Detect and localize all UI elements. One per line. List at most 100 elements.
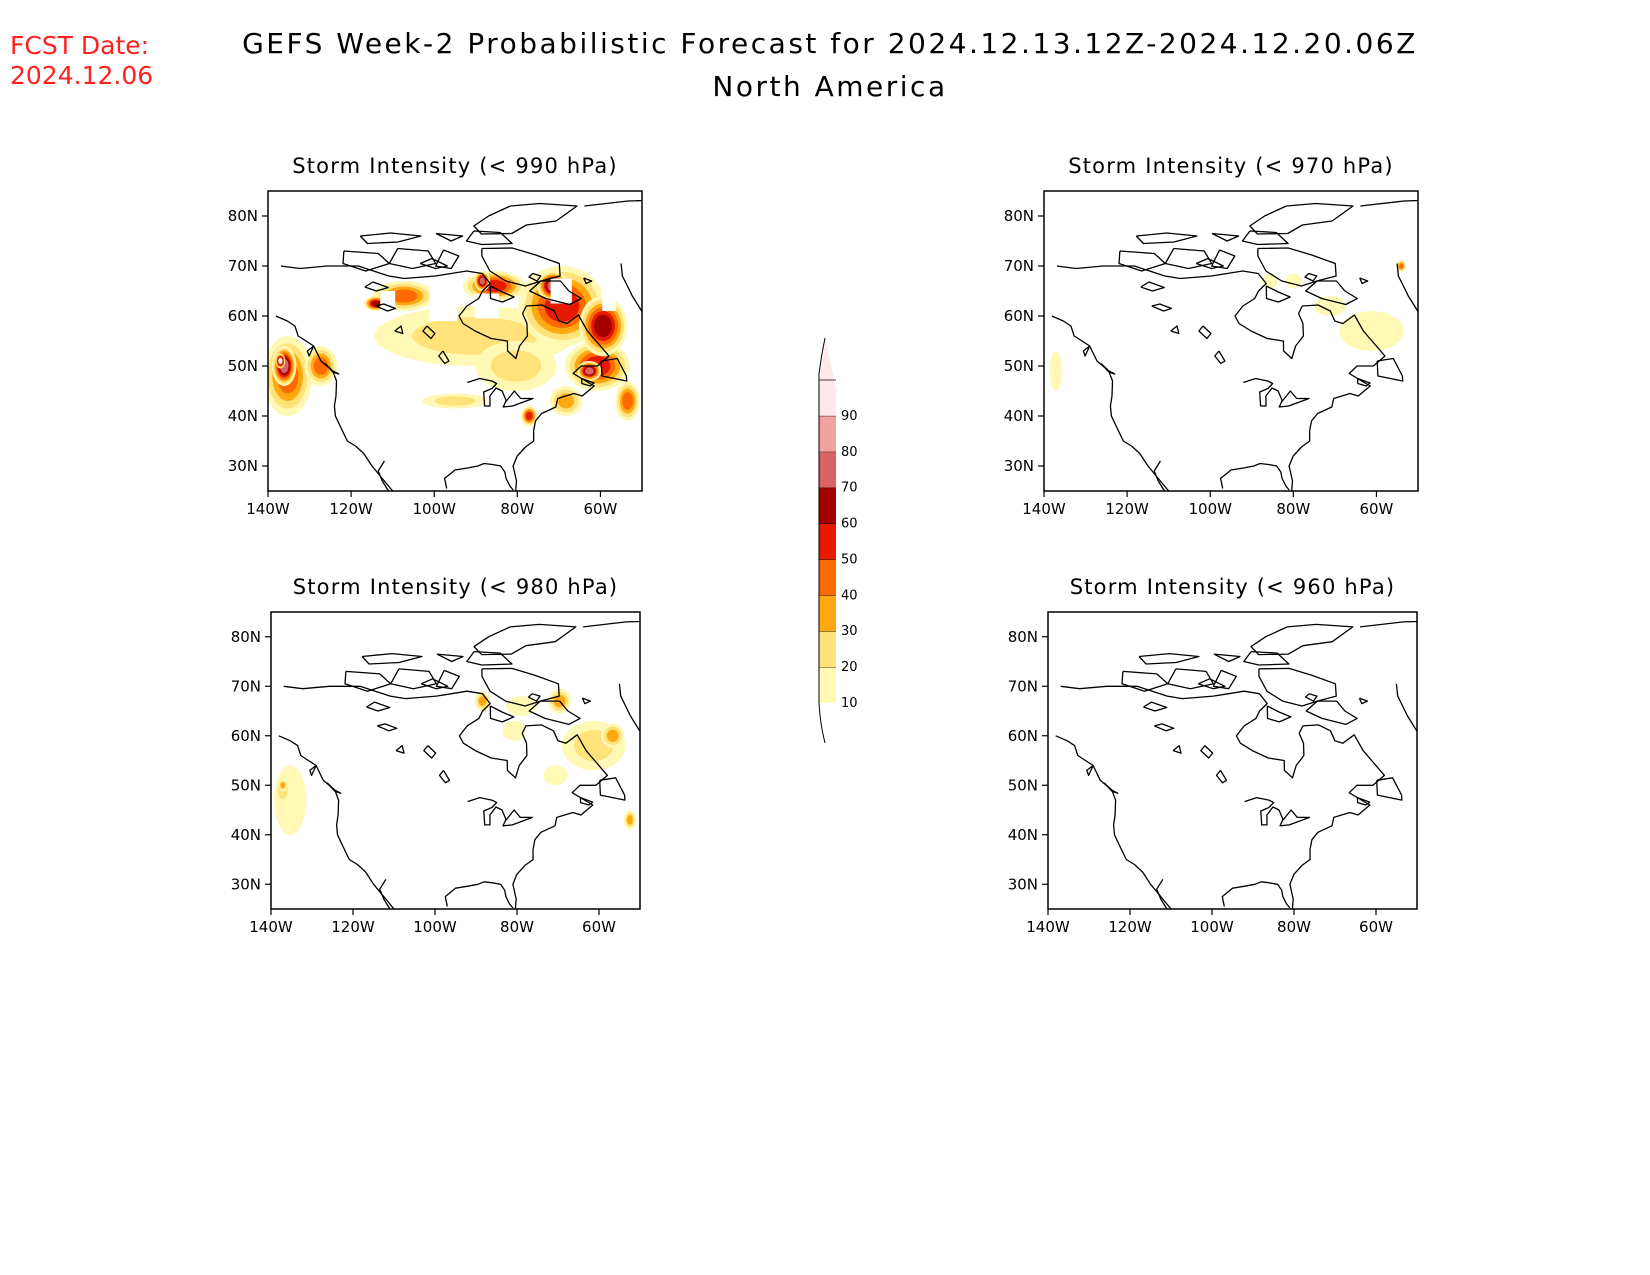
y-tick-label: 30N (228, 457, 258, 475)
probability-contour (313, 357, 328, 375)
coastline (1172, 744, 1182, 754)
colorbar-label: 50 (841, 552, 858, 567)
figure-title: GEFS Week-2 Probabilistic Forecast for 2… (242, 27, 1418, 60)
y-tick-label: 30N (231, 875, 261, 893)
coastline (1082, 345, 1091, 357)
colorbar-swatch (819, 523, 836, 560)
coastline (1055, 735, 1172, 909)
y-tick-label: 40N (1008, 826, 1038, 844)
masked-cell (602, 291, 616, 311)
coastline (529, 280, 582, 306)
coastline (579, 796, 594, 806)
coastline (309, 764, 317, 777)
y-tick-label: 60N (228, 307, 258, 325)
probability-contour (626, 814, 633, 825)
colorbar-label: 70 (841, 481, 858, 496)
x-tick-label: 60W (582, 918, 616, 936)
y-tick-label: 50N (1008, 776, 1038, 794)
coastline (377, 723, 398, 732)
coastline (1214, 350, 1226, 365)
colorbar-swatch (819, 487, 836, 524)
figure-subtitle: North America (712, 70, 947, 103)
coastline (1198, 325, 1212, 340)
map-panels: Storm Intensity (< 990 hPa) 140W 120W 100W 8… (228, 154, 1419, 936)
coastline (583, 277, 593, 285)
coastline (581, 697, 592, 705)
colorbar-swatch (819, 631, 836, 668)
y-tick-label: 80N (1004, 207, 1034, 225)
coastline (527, 693, 541, 702)
masked-cell (380, 291, 396, 316)
colorbar: 10 20 30 40 50 60 70 80 90 (818, 337, 858, 744)
coastline (1221, 881, 1291, 909)
coastline (1143, 701, 1168, 712)
x-tick-label: 60W (583, 500, 617, 518)
coastline (1100, 363, 1116, 375)
coastline (364, 281, 389, 292)
coastline (1086, 764, 1094, 777)
coastline (278, 735, 395, 909)
masked-cell (550, 278, 572, 304)
coastline (420, 678, 449, 690)
coastline (467, 796, 534, 827)
probability-contour (594, 314, 613, 338)
coastline (465, 230, 513, 246)
map-panel: Storm Intensity (< 990 hPa) 140W 120W 100W 8… (228, 154, 643, 518)
coastline (342, 250, 390, 272)
coastline (1358, 697, 1369, 705)
probability-contour (479, 277, 486, 285)
coastline (423, 745, 437, 759)
y-tick-label: 40N (1004, 407, 1034, 425)
x-tick-label: 80W (500, 500, 534, 518)
coastline (326, 782, 342, 794)
colorbar-label: 60 (841, 517, 858, 532)
probability-contour (390, 289, 418, 303)
panel-title: Storm Intensity (< 970 hPa) (1068, 154, 1394, 178)
y-tick-label: 30N (1004, 457, 1034, 475)
colorbar-label: 30 (841, 624, 858, 639)
probability-contour (1314, 296, 1346, 316)
colorbar-label: 90 (841, 409, 858, 424)
coastline (1376, 357, 1404, 382)
colorbar-swatch (819, 451, 836, 488)
colorbar-swatch (819, 595, 836, 632)
y-tick-label: 60N (231, 727, 261, 745)
coastline (1266, 705, 1292, 723)
coastline (1056, 265, 1386, 491)
y-tick-label: 80N (1008, 628, 1038, 646)
y-tick-label: 40N (231, 826, 261, 844)
panel-frame (267, 190, 643, 492)
probability-contour (1049, 351, 1062, 391)
coastline (1051, 315, 1170, 491)
map-panel: Storm Intensity (< 960 hPa) 140W 120W 100W 8… (1008, 575, 1418, 936)
coastline (394, 325, 404, 335)
coastline (618, 683, 640, 732)
coastline (366, 701, 391, 712)
probability-contour (502, 720, 527, 741)
coastline (528, 272, 542, 282)
coastline (1156, 878, 1168, 909)
coastline (395, 744, 405, 754)
coastline (419, 257, 448, 270)
coastline (444, 881, 514, 909)
y-tick-label: 50N (228, 357, 258, 375)
coastline (377, 460, 390, 491)
coastline (467, 377, 534, 408)
x-tick-label: 100W (1188, 500, 1232, 518)
panel-frame (1047, 611, 1418, 910)
x-tick-label: 140W (1022, 500, 1066, 518)
coastline (1250, 623, 1354, 656)
y-tick-label: 80N (231, 628, 261, 646)
y-tick-label: 70N (1008, 677, 1038, 695)
coastline (1360, 199, 1418, 207)
probability-contour (543, 765, 568, 786)
x-tick-label: 120W (329, 500, 373, 518)
y-tick-label: 70N (231, 677, 261, 695)
coastline (443, 462, 514, 491)
coastline (435, 669, 460, 690)
coastline (1154, 723, 1175, 732)
coastline (306, 345, 315, 357)
coastline (1213, 653, 1241, 663)
panel-title: Storm Intensity (< 990 hPa) (292, 154, 618, 178)
coastline (361, 652, 423, 665)
